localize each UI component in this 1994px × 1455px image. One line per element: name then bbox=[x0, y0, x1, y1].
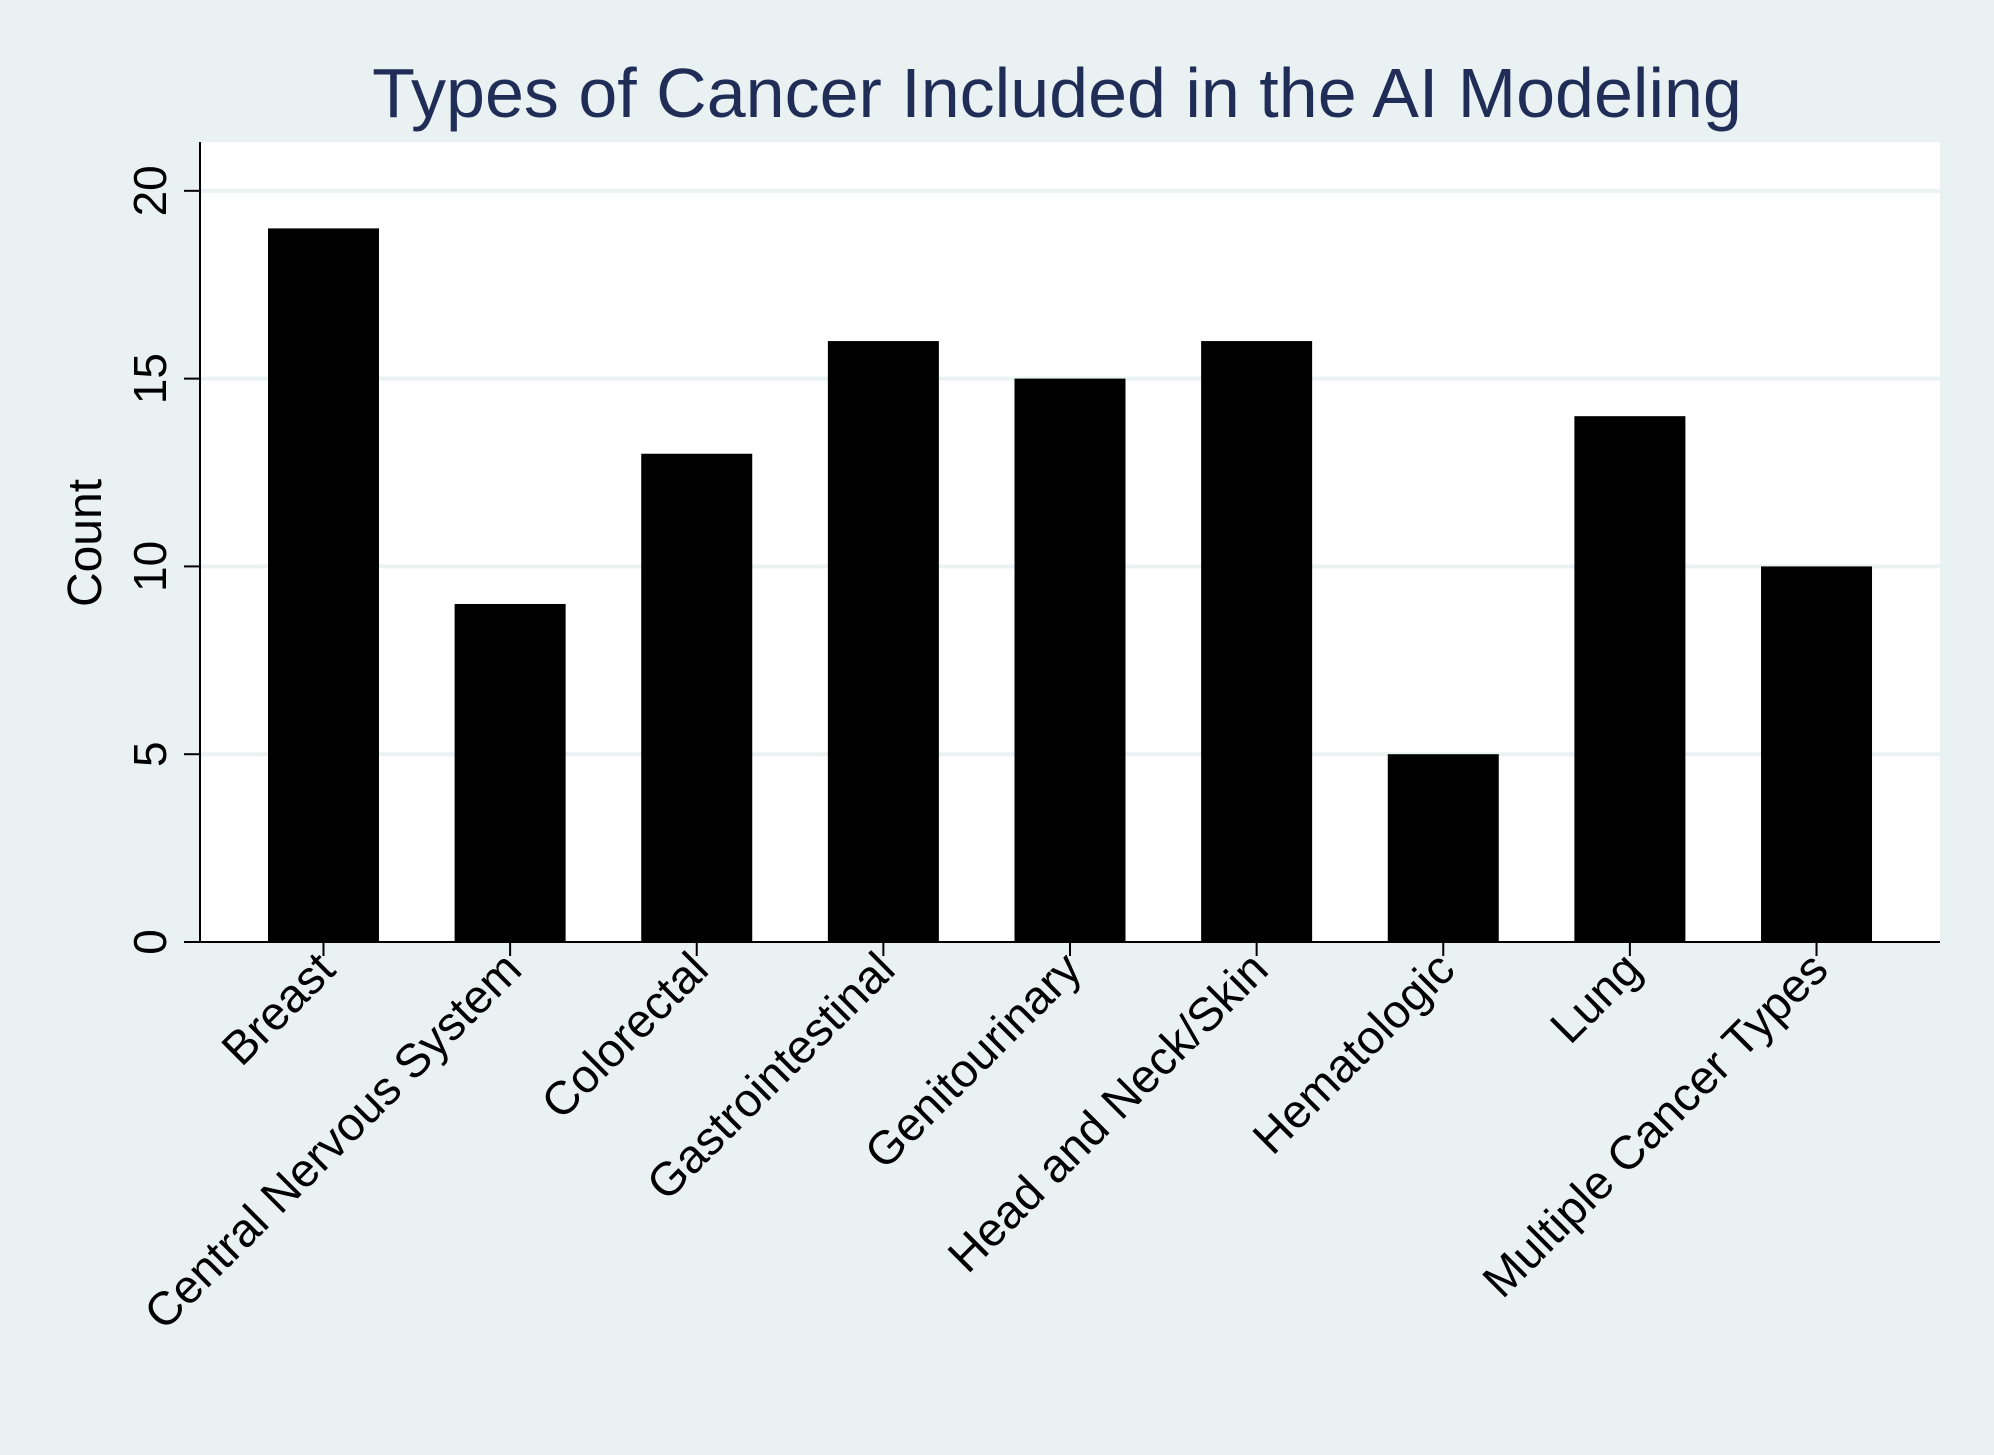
chart-title: Types of Cancer Included in the AI Model… bbox=[372, 54, 1742, 132]
bar bbox=[641, 453, 753, 942]
y-tick-label: 15 bbox=[124, 353, 176, 404]
y-tick-label: 20 bbox=[124, 165, 176, 216]
bar bbox=[1574, 416, 1686, 942]
bar bbox=[1387, 754, 1499, 942]
bar bbox=[454, 603, 566, 942]
y-axis-ticks: 0 5 10 15 20 bbox=[124, 165, 200, 955]
bar bbox=[1201, 341, 1313, 942]
bar bbox=[1761, 566, 1873, 942]
bar bbox=[827, 341, 939, 942]
bar bbox=[1014, 378, 1126, 942]
bars bbox=[267, 228, 1873, 942]
y-tick-label: 10 bbox=[124, 541, 176, 592]
y-tick-label: 0 bbox=[124, 929, 176, 955]
y-tick-label: 5 bbox=[124, 741, 176, 767]
bar bbox=[267, 228, 379, 942]
y-axis-title: Count bbox=[59, 479, 112, 607]
x-axis-ticks bbox=[322, 942, 1818, 956]
